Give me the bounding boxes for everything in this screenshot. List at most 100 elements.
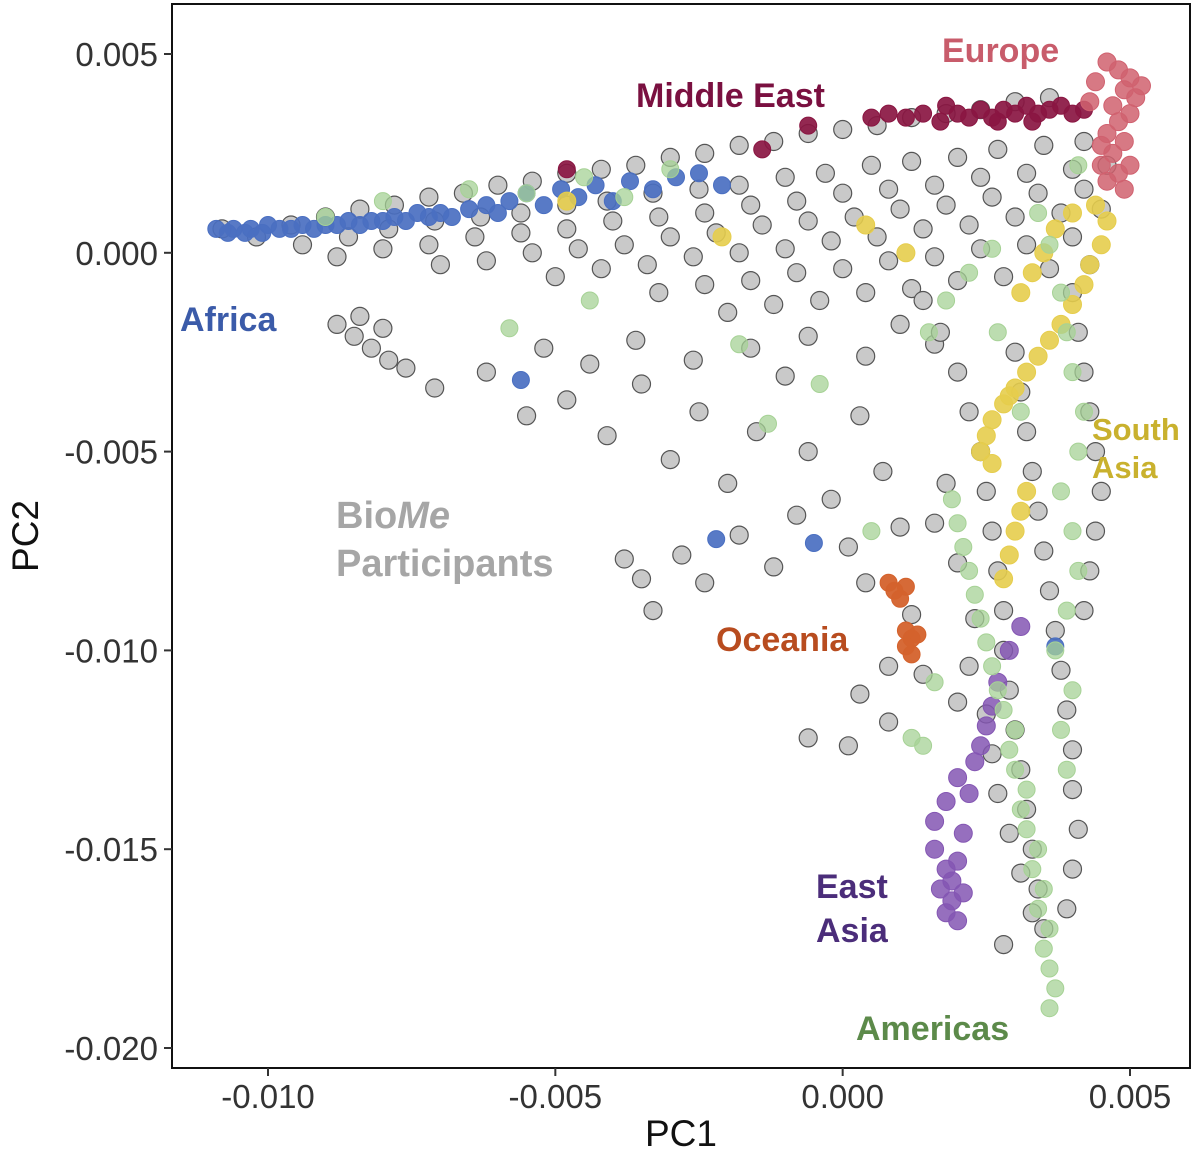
data-point-middle-east <box>1023 112 1042 131</box>
data-point-participants <box>631 569 652 589</box>
data-point-americas <box>1057 601 1076 620</box>
data-point-americas <box>1063 681 1082 700</box>
data-point-middle-east <box>879 104 898 123</box>
data-point-participants <box>890 517 910 537</box>
label-biome: BioMe <box>336 495 450 537</box>
data-point-participants <box>901 151 922 171</box>
data-point-south-asia <box>1011 501 1031 521</box>
data-point-participants <box>1005 207 1025 227</box>
data-point-americas <box>902 728 921 747</box>
data-point-americas <box>580 291 599 310</box>
data-point-participants <box>815 163 836 183</box>
data-point-south-asia <box>982 410 1002 430</box>
data-point-east-asia <box>959 784 979 803</box>
data-point-participants <box>488 175 508 195</box>
label-americas: Americas <box>856 1010 1009 1048</box>
data-point-participants <box>833 183 853 203</box>
data-point-participants <box>833 259 853 279</box>
data-point-africa <box>621 172 639 191</box>
data-point-participants <box>936 195 956 215</box>
data-point-east-asia <box>925 839 945 859</box>
data-point-americas <box>954 538 973 556</box>
data-point-europe <box>1091 135 1111 155</box>
data-point-participants <box>660 450 680 470</box>
data-point-africa <box>442 208 461 226</box>
data-point-middle-east <box>914 104 933 123</box>
plot-panel-border <box>171 3 1191 1069</box>
data-point-africa <box>804 534 823 552</box>
label-east-asia: East <box>816 868 888 906</box>
data-point-participants <box>580 354 600 374</box>
data-point-americas <box>1057 760 1076 779</box>
data-point-participants <box>924 175 945 195</box>
data-point-participants <box>631 374 652 394</box>
data-point-participants <box>1051 660 1071 680</box>
y-axis: 0.005 0.000 -0.005 -0.010 -0.015 -0.020 <box>64 36 172 1067</box>
data-point-oceania <box>902 645 921 664</box>
data-point-participants <box>850 684 870 704</box>
data-point-participants <box>511 223 531 243</box>
data-point-participants <box>787 505 807 525</box>
data-point-americas <box>948 514 967 533</box>
data-point-south-asia <box>1074 275 1094 295</box>
data-point-east-asia <box>948 911 968 931</box>
data-point-participants <box>764 557 784 577</box>
data-point-participants <box>1022 461 1042 482</box>
data-point-east-asia <box>948 768 968 788</box>
data-point-south-asia <box>1080 255 1100 275</box>
data-point-participants <box>534 338 554 358</box>
data-point-participants <box>1016 235 1037 255</box>
data-point-participants <box>878 179 899 199</box>
data-point-east-asia <box>999 640 1019 660</box>
data-point-americas <box>1057 323 1076 342</box>
data-point-americas <box>983 657 1002 676</box>
data-point-participants <box>361 338 381 358</box>
data-point-participants <box>419 235 439 255</box>
data-point-participants <box>373 239 393 259</box>
data-point-south-asia <box>557 191 577 211</box>
x-axis-title: PC1 <box>645 1113 717 1154</box>
data-point-east-asia <box>976 716 996 736</box>
data-point-participants <box>752 215 772 235</box>
data-point-americas <box>919 323 938 342</box>
data-point-participants <box>396 358 416 378</box>
label-south-asia: Asia <box>1092 450 1158 485</box>
data-point-participants <box>821 231 841 251</box>
data-point-participants <box>993 267 1014 287</box>
data-point-participants <box>1039 259 1060 279</box>
data-point-participants <box>924 247 945 267</box>
data-point-participants <box>913 219 933 239</box>
data-point-middle-east <box>988 112 1007 131</box>
y-tick-label: -0.015 <box>64 831 158 868</box>
data-point-oceania <box>908 625 927 644</box>
data-point-participants <box>775 239 795 259</box>
data-point-participants <box>1039 581 1060 601</box>
data-point-east-asia <box>925 811 945 831</box>
x-axis: -0.010 -0.005 0.000 0.005 <box>221 1068 1171 1115</box>
series-oceania <box>879 573 927 664</box>
data-point-east-asia <box>965 752 985 772</box>
data-point-americas <box>1000 740 1019 759</box>
data-point-participants <box>603 211 623 231</box>
data-point-participants <box>850 406 870 426</box>
data-point-americas <box>1029 899 1048 918</box>
data-point-participants <box>741 271 761 291</box>
data-point-participants <box>557 390 577 410</box>
data-point-participants <box>947 147 968 167</box>
series-participants <box>212 88 1117 955</box>
data-point-americas <box>1063 522 1082 541</box>
data-point-participants <box>798 728 818 748</box>
series-americas <box>316 156 1093 1018</box>
data-point-americas <box>1017 820 1036 839</box>
data-point-participants <box>695 143 715 163</box>
data-point-americas <box>965 585 984 604</box>
data-point-participants <box>1057 899 1077 919</box>
x-tick-label: -0.005 <box>509 1078 603 1115</box>
data-point-participants <box>1085 521 1106 541</box>
data-point-middle-east <box>896 108 915 127</box>
data-point-americas <box>937 291 956 310</box>
data-point-americas <box>1006 720 1025 739</box>
data-point-americas <box>575 168 594 187</box>
data-point-participants <box>924 513 945 533</box>
data-point-participants <box>775 366 795 386</box>
